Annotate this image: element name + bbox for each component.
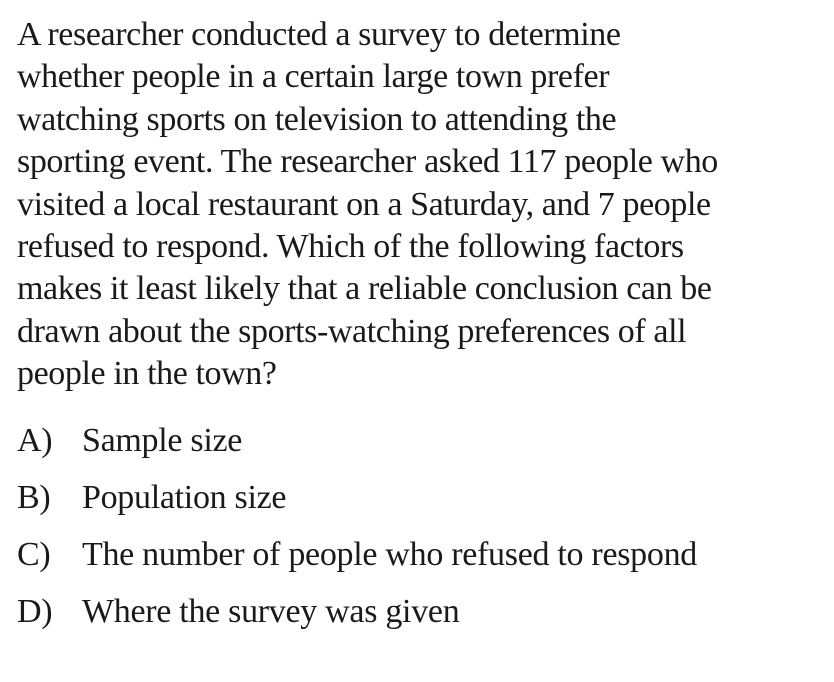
question-block: A researcher conducted a survey to deter… bbox=[17, 14, 827, 396]
choice-d[interactable]: D) Where the survey was given bbox=[17, 591, 697, 648]
answer-choices: A) Sample size B) Population size C) The… bbox=[17, 420, 697, 648]
stem-line: visited a local restaurant on a Saturday… bbox=[17, 185, 711, 223]
choice-letter: D) bbox=[17, 593, 53, 630]
stem-line: drawn about the sports-watching preferen… bbox=[17, 312, 687, 350]
stem-line: people in the town? bbox=[17, 355, 277, 393]
choice-text: Population size bbox=[82, 479, 287, 516]
choice-text: The number of people who refused to resp… bbox=[82, 536, 697, 573]
stem-line: watching sports on television to attendi… bbox=[17, 100, 617, 138]
stem-line: sporting event. The researcher asked 117… bbox=[17, 143, 718, 181]
choice-letter: C) bbox=[17, 536, 51, 573]
question-stem: A researcher conducted a survey to deter… bbox=[17, 14, 827, 396]
choice-a[interactable]: A) Sample size bbox=[17, 420, 697, 477]
choice-letter: A) bbox=[17, 422, 53, 459]
stem-line: makes it least likely that a reliable co… bbox=[17, 270, 712, 308]
choice-c[interactable]: C) The number of people who refused to r… bbox=[17, 534, 697, 591]
stem-line: A researcher conducted a survey to deter… bbox=[17, 16, 621, 53]
stem-line: whether people in a certain large town p… bbox=[17, 58, 610, 96]
stem-line: refused to respond. Which of the followi… bbox=[17, 228, 684, 266]
choice-text: Sample size bbox=[82, 422, 243, 459]
choice-b[interactable]: B) Population size bbox=[17, 477, 697, 534]
choice-letter: B) bbox=[17, 479, 51, 516]
choice-text: Where the survey was given bbox=[82, 593, 460, 630]
